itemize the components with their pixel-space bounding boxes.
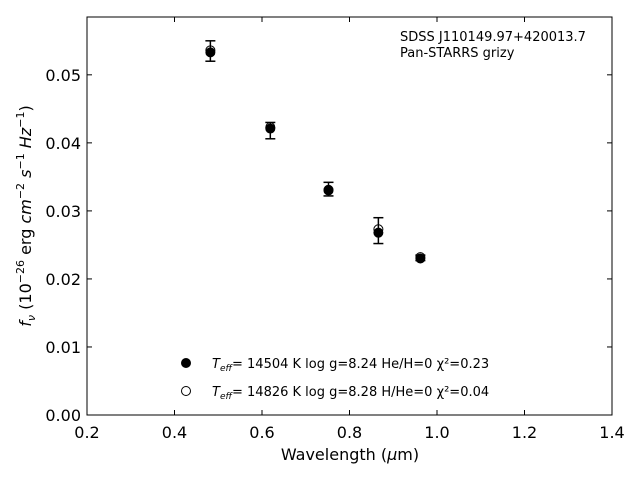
legend: Teff= 14504 K log g=8.24 He/H=0 χ²=0.23 … [181, 357, 489, 402]
ticks-layer: 0.2 0.4 0.6 0.8 1.0 1.2 1.4 0.00 0.01 0.02 0.03 0.0… [45, 17, 625, 442]
legend-entry-2: Teff= 14826 K log g=8.28 H/He=0 χ²=0.04 [212, 385, 489, 402]
model-point-open [373, 224, 384, 235]
y-tick-label: 0.00 [45, 406, 81, 425]
x-axis-label: Wavelength (μm) [281, 445, 419, 464]
model-point-open [265, 122, 276, 133]
y-tick-label: 0.04 [45, 134, 81, 153]
legend-entry-1: Teff= 14504 K log g=8.24 He/H=0 χ²=0.23 [212, 357, 489, 374]
x-tick-label: 1.2 [512, 423, 537, 442]
annotation-line-1: SDSS J110149.97+420013.7 [400, 30, 586, 45]
model-point-open [205, 45, 216, 56]
model-point-open [323, 184, 334, 195]
x-tick-label: 1.0 [424, 423, 449, 442]
points-layer [205, 45, 426, 264]
x-tick-label: 0.6 [249, 423, 274, 442]
model-point-filled [205, 47, 216, 58]
x-tick-label: 0.8 [337, 423, 362, 442]
legend-marker-filled [181, 358, 191, 368]
x-tick-label: 0.4 [162, 423, 187, 442]
plot-frame [86, 16, 613, 416]
y-tick-label: 0.01 [45, 338, 81, 357]
x-tick-label: 1.4 [599, 423, 624, 442]
y-tick-label: 0.02 [45, 270, 81, 289]
errorbar-layer [205, 40, 426, 262]
legend-marker-open [181, 386, 191, 396]
model-point-filled [373, 227, 384, 238]
y-tick-label: 0.03 [45, 202, 81, 221]
annotation-line-2: Pan-STARRS grizy [400, 46, 515, 61]
y-tick-label: 0.05 [45, 66, 81, 85]
y-axis-label: fν (10−26 erg cm−2 s−1 Hz−1) [14, 105, 38, 326]
model-point-open [415, 252, 426, 263]
x-tick-label: 0.2 [74, 423, 99, 442]
